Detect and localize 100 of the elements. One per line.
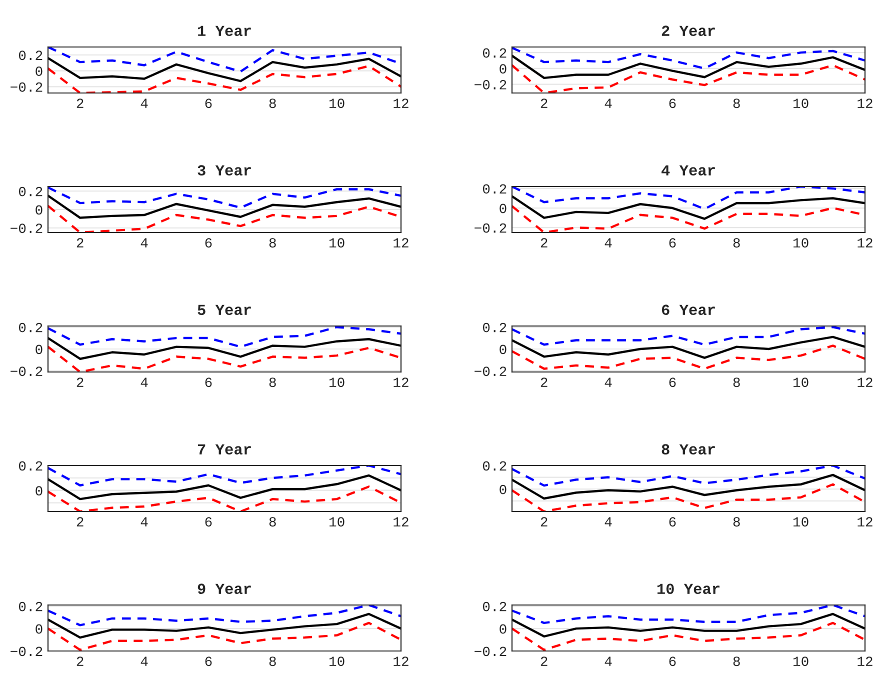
line-series xyxy=(512,344,865,370)
y-tick-label: −0.2 xyxy=(474,223,506,233)
y-tick-label: 0.2 xyxy=(482,461,506,471)
chart-title: 2 Year xyxy=(662,26,715,36)
x-tick-label: 4 xyxy=(604,656,612,666)
chart-title: 5 Year xyxy=(198,304,251,316)
x-tick-label: 4 xyxy=(604,238,612,248)
x-tick-label: 2 xyxy=(540,98,548,108)
x-tick-label: 12 xyxy=(394,656,408,666)
y-tick-label: 0 xyxy=(36,624,42,634)
x-tick-label: 8 xyxy=(269,517,276,527)
y-tick-label: 0.2 xyxy=(18,322,42,332)
line-series xyxy=(512,336,865,359)
y-tick-label: −0.2 xyxy=(474,646,506,656)
x-tick-label: 2 xyxy=(76,98,84,108)
x-tick-label: 8 xyxy=(269,378,276,388)
x-tick-label: 2 xyxy=(76,378,84,387)
y-tick-label: −0.2 xyxy=(10,82,42,92)
x-tick-label: 6 xyxy=(669,98,676,108)
x-tick-label: 12 xyxy=(858,238,872,248)
chart-title: 8 Year xyxy=(662,444,715,455)
x-tick-label: 6 xyxy=(205,238,212,248)
x-tick-label: 12 xyxy=(858,656,872,666)
x-tick-label: 8 xyxy=(269,656,276,666)
chart-title: 9 Year xyxy=(198,584,251,594)
x-tick-label: 10 xyxy=(793,238,808,248)
line-series xyxy=(48,56,401,82)
x-tick-label: 12 xyxy=(858,98,872,108)
y-tick-label: 0 xyxy=(500,204,506,214)
x-tick-label: 10 xyxy=(793,98,808,108)
x-tick-label: 6 xyxy=(205,517,212,527)
x-tick-label: 2 xyxy=(540,238,548,248)
line-series xyxy=(512,474,865,500)
x-tick-label: 12 xyxy=(858,517,872,526)
chart-title: 1 Year xyxy=(198,26,251,36)
x-tick-label: 2 xyxy=(540,517,548,526)
x-tick-label: 12 xyxy=(858,378,872,387)
y-tick-label: 0.2 xyxy=(482,602,506,612)
x-tick-label: 6 xyxy=(205,98,212,108)
x-tick-label: 4 xyxy=(140,656,148,666)
line-series xyxy=(512,195,865,220)
x-tick-label: 10 xyxy=(793,656,808,666)
x-tick-label: 8 xyxy=(733,98,740,108)
x-tick-label: 2 xyxy=(76,238,84,248)
line-series xyxy=(48,194,401,219)
x-tick-label: 6 xyxy=(205,378,212,388)
y-tick-label: 0.2 xyxy=(482,48,506,58)
x-tick-label: 12 xyxy=(394,378,408,387)
y-tick-label: 0.2 xyxy=(482,322,506,332)
x-tick-label: 8 xyxy=(269,238,276,248)
x-tick-label: 10 xyxy=(329,378,344,388)
y-tick-label: 0 xyxy=(500,344,506,354)
y-tick-label: −0.2 xyxy=(474,80,506,90)
y-tick-label: 0 xyxy=(500,624,506,634)
x-tick-label: 10 xyxy=(329,656,344,666)
x-tick-label: 8 xyxy=(269,98,276,108)
x-tick-label: 4 xyxy=(140,378,148,387)
y-tick-label: 0 xyxy=(500,64,506,74)
chart-title: 10 Year xyxy=(657,584,720,594)
x-tick-label: 4 xyxy=(604,517,612,526)
x-tick-label: 10 xyxy=(793,517,808,527)
y-tick-label: 0 xyxy=(36,344,42,354)
y-tick-label: 0.2 xyxy=(482,184,506,194)
x-tick-label: 4 xyxy=(604,378,612,387)
line-series xyxy=(48,474,401,500)
y-tick-label: −0.2 xyxy=(10,366,42,376)
x-tick-label: 6 xyxy=(669,517,676,527)
y-tick-label: −0.2 xyxy=(474,366,506,376)
y-tick-label: 0.2 xyxy=(18,461,42,471)
x-tick-label: 6 xyxy=(669,656,676,666)
chart-title: 7 Year xyxy=(198,444,251,455)
x-tick-label: 10 xyxy=(329,517,344,527)
x-tick-label: 8 xyxy=(733,238,740,248)
y-tick-label: 0 xyxy=(36,66,42,76)
y-tick-label: 0 xyxy=(36,205,42,215)
chart-title: 4 Year xyxy=(662,165,715,176)
chart-title: 3 Year xyxy=(198,165,251,176)
x-tick-label: 2 xyxy=(540,378,548,387)
x-tick-label: 2 xyxy=(540,656,548,666)
x-tick-label: 12 xyxy=(394,517,408,526)
chart-title: 6 Year xyxy=(662,304,715,316)
y-tick-label: 0 xyxy=(36,486,42,496)
x-tick-label: 10 xyxy=(329,98,344,108)
line-series xyxy=(48,612,401,639)
line-series xyxy=(512,612,865,638)
y-tick-label: 0.2 xyxy=(18,186,42,196)
x-tick-label: 12 xyxy=(394,98,408,108)
x-tick-label: 10 xyxy=(793,378,808,388)
x-tick-label: 6 xyxy=(669,238,676,248)
line-series xyxy=(512,54,865,80)
x-tick-label: 8 xyxy=(733,517,740,527)
x-tick-label: 4 xyxy=(604,98,612,108)
y-tick-label: 0 xyxy=(500,484,506,494)
y-tick-label: −0.2 xyxy=(10,224,42,234)
y-tick-label: −0.2 xyxy=(10,646,42,656)
x-tick-label: 6 xyxy=(205,656,212,666)
line-series xyxy=(48,336,401,360)
x-tick-label: 8 xyxy=(733,378,740,388)
y-tick-label: 0.2 xyxy=(18,602,42,612)
x-tick-label: 12 xyxy=(394,238,408,248)
